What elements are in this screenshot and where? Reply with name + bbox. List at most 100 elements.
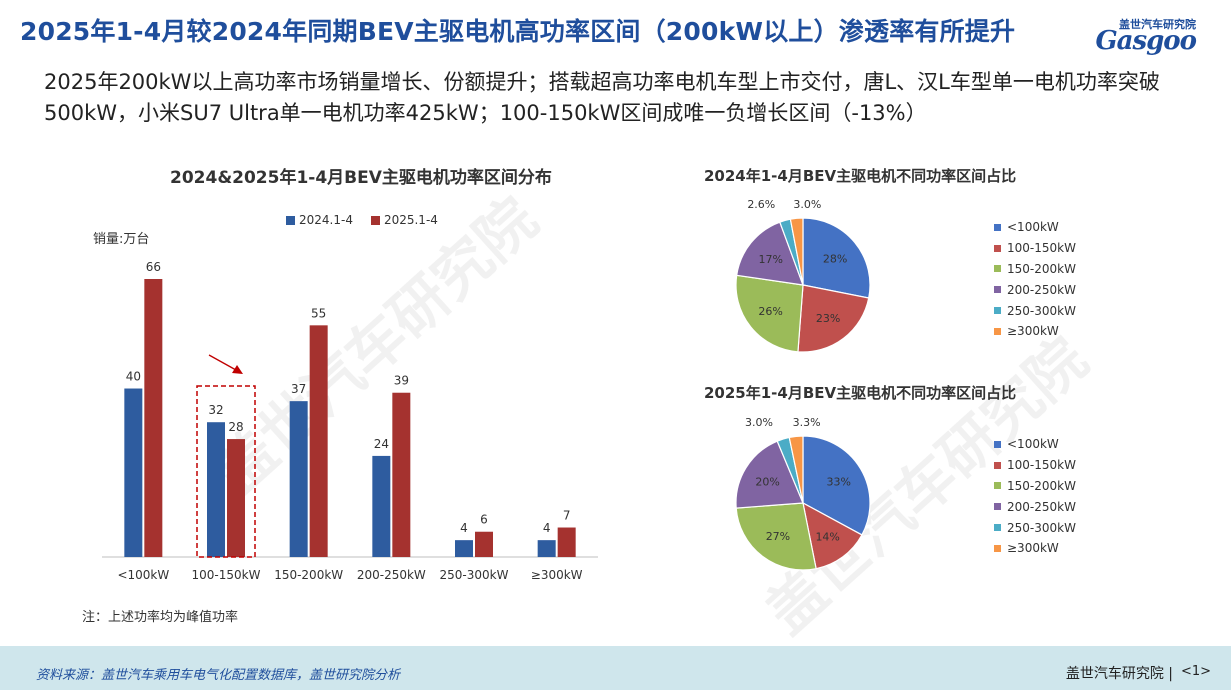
x-tick-label: ≥300kW bbox=[531, 568, 583, 582]
pie-legend-item: 100-150kW bbox=[994, 238, 1076, 259]
legend-label: 200-250kW bbox=[1007, 499, 1076, 514]
x-tick-label: <100kW bbox=[117, 568, 169, 582]
gasgoo-logo: 盖世汽车研究院 Gasgoo bbox=[1074, 16, 1204, 58]
x-tick-label: 150-200kW bbox=[274, 568, 343, 582]
bar-2024 bbox=[207, 422, 225, 557]
legend-item-2025: 2025.1-4 bbox=[370, 213, 438, 227]
page-subtitle: 2025年200kW以上高功率市场销量增长、份额提升；搭载超高功率电机车型上市交… bbox=[44, 70, 1160, 125]
footer-bar: 资料来源：盖世汽车乘用车电气化配置数据库，盖世研究院分析 盖世汽车研究院 | <… bbox=[0, 646, 1231, 690]
pie-2025-title: 2025年1-4月BEV主驱电机不同功率区间占比 bbox=[704, 384, 1017, 402]
pie-legend-item: 200-250kW bbox=[994, 496, 1076, 517]
bar-2024 bbox=[455, 540, 473, 557]
bar-value-label: 28 bbox=[228, 420, 243, 434]
x-tick-label: 250-300kW bbox=[440, 568, 509, 582]
footer-brand: 盖世汽车研究院 | bbox=[1065, 666, 1173, 682]
pie-legend-item: 250-300kW bbox=[994, 300, 1076, 321]
pie-slice bbox=[735, 502, 817, 571]
legend-swatch bbox=[994, 307, 1001, 315]
bar-value-label: 4 bbox=[460, 521, 468, 535]
legend-swatch bbox=[286, 215, 295, 225]
bar-value-label: 32 bbox=[208, 403, 223, 417]
pie-slice bbox=[802, 501, 863, 570]
pie-legend-item: 250-300kW bbox=[994, 517, 1076, 538]
bar-2025 bbox=[227, 439, 245, 557]
highlight-box bbox=[196, 385, 256, 558]
pie-slice bbox=[736, 221, 804, 286]
pie-value-label: 23% bbox=[816, 312, 840, 325]
bar-value-label: 55 bbox=[311, 306, 326, 320]
bar-chart-legend: 2024.1-4 2025.1-4 bbox=[286, 213, 438, 227]
bar-value-label: 24 bbox=[374, 437, 389, 451]
pie-value-label: 3.0% bbox=[745, 416, 773, 429]
legend-swatch bbox=[994, 461, 1001, 469]
pie-legend-item: <100kW bbox=[994, 217, 1076, 238]
legend-swatch bbox=[370, 215, 380, 225]
pie-value-label: 2.6% bbox=[747, 198, 775, 211]
pie-legend-item: 100-150kW bbox=[994, 455, 1076, 476]
pie-value-label: 3.3% bbox=[793, 416, 821, 429]
bar-2025 bbox=[475, 531, 493, 557]
bar-value-label: 39 bbox=[394, 374, 409, 388]
legend-swatch bbox=[994, 327, 1001, 335]
bar-value-label: 7 bbox=[563, 509, 571, 523]
legend-label: 150-200kW bbox=[1007, 261, 1076, 276]
pie-value-label: 27% bbox=[766, 530, 790, 543]
pie-legend-item: ≥300kW bbox=[994, 321, 1076, 342]
bar-2024 bbox=[372, 455, 391, 557]
pie-slice bbox=[802, 217, 871, 299]
bar-value-label: 66 bbox=[146, 260, 161, 274]
bar-2024 bbox=[537, 540, 556, 557]
logo-cn-text: 盖世汽车研究院 bbox=[1119, 18, 1196, 31]
pie-2024-legend: <100kW 100-150kW 150-200kW 200-250kW 250-300… bbox=[994, 217, 1076, 342]
legend-swatch bbox=[994, 524, 1001, 532]
legend-swatch bbox=[994, 286, 1001, 294]
legend-label: 250-300kW bbox=[1007, 520, 1076, 535]
legend-swatch bbox=[994, 440, 1001, 448]
legend-swatch bbox=[994, 244, 1001, 252]
bar-2025 bbox=[309, 325, 328, 557]
legend-label: 100-150kW bbox=[1007, 241, 1076, 256]
pie-slice bbox=[735, 274, 804, 353]
pie-value-label: 20% bbox=[755, 475, 779, 488]
bar-2025 bbox=[144, 279, 163, 557]
legend-swatch bbox=[994, 503, 1001, 511]
pie-slice bbox=[797, 284, 870, 353]
bar-value-label: 37 bbox=[291, 382, 306, 396]
legend-swatch bbox=[994, 265, 1001, 273]
bar-value-label: 40 bbox=[126, 370, 141, 384]
logo-en-text: Gasgoo bbox=[1095, 26, 1197, 56]
highlight-arrow bbox=[208, 354, 237, 371]
bar-2024 bbox=[124, 388, 143, 557]
legend-label: 2025.1-4 bbox=[383, 213, 438, 227]
page-number: <1> bbox=[1180, 664, 1211, 679]
pie-legend-item: <100kW bbox=[994, 434, 1076, 455]
legend-label: 200-250kW bbox=[1007, 282, 1076, 297]
bar-2025 bbox=[557, 527, 576, 557]
pie-2024-title: 2024年1-4月BEV主驱电机不同功率区间占比 bbox=[704, 167, 1017, 185]
bar-2025 bbox=[392, 392, 411, 557]
legend-label: ≥300kW bbox=[1007, 324, 1059, 339]
pie-slice bbox=[789, 217, 804, 286]
pie-slice bbox=[735, 440, 804, 509]
pie-legend-item: 150-200kW bbox=[994, 476, 1076, 497]
pie-value-label: 33% bbox=[826, 476, 850, 489]
legend-label: 250-300kW bbox=[1007, 303, 1076, 318]
pie-legend-item: 200-250kW bbox=[994, 279, 1076, 300]
pie-legend-item: ≥300kW bbox=[994, 538, 1076, 559]
pie-value-label: 26% bbox=[758, 305, 782, 318]
legend-label: 100-150kW bbox=[1007, 458, 1076, 473]
legend-label: <100kW bbox=[1007, 220, 1059, 235]
bar-2024 bbox=[289, 401, 308, 557]
bar-chart-ylabel: 销量:万台 bbox=[93, 232, 150, 247]
legend-label: 2024.1-4 bbox=[299, 213, 353, 227]
chart-note: 注：上述功率均为峰值功率 bbox=[82, 610, 239, 625]
highlight-arrow-head bbox=[232, 365, 243, 374]
legend-swatch bbox=[994, 482, 1001, 490]
legend-item-2024: 2024.1-4 bbox=[286, 213, 353, 227]
pie-legend-item: 150-200kW bbox=[994, 259, 1076, 280]
pie-value-label: 14% bbox=[815, 530, 839, 543]
legend-label: <100kW bbox=[1007, 437, 1059, 452]
bar-value-label: 4 bbox=[543, 521, 551, 535]
